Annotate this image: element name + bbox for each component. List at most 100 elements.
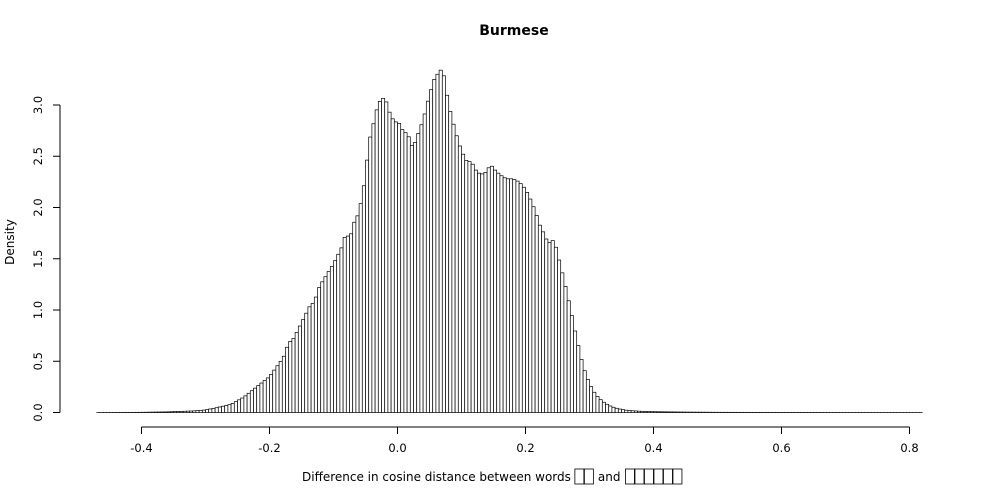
- histogram-bar: [265, 377, 270, 413]
- histogram-bar: [358, 203, 363, 413]
- histogram-bar: [669, 411, 674, 413]
- histogram-bar: [547, 242, 552, 413]
- histogram-bar: [166, 411, 171, 413]
- histogram-bar: [256, 385, 261, 413]
- histogram-bar: [345, 235, 350, 413]
- histogram-bar: [550, 240, 555, 413]
- histogram-bar: [541, 231, 546, 413]
- histogram-bar: [189, 410, 194, 413]
- histogram-bar: [355, 215, 360, 413]
- missing-glyph-box: [663, 468, 673, 485]
- histogram-bar: [416, 133, 421, 413]
- histogram-bar: [621, 409, 626, 413]
- histogram-bar: [569, 315, 574, 413]
- histogram-bar: [163, 411, 168, 413]
- x-tick-label: 0.6: [772, 441, 790, 455]
- histogram-bar: [483, 172, 488, 413]
- histogram-bar: [573, 330, 578, 413]
- x-axis: -0.4 -0.2 0.0 0.2 0.4 0.6 0.8: [130, 426, 919, 455]
- histogram-bar: [560, 272, 565, 413]
- histogram-bar: [400, 129, 405, 413]
- histogram-bar: [429, 89, 434, 413]
- missing-glyph-box: [644, 468, 654, 485]
- histogram-bar: [451, 123, 456, 413]
- histogram-bar: [576, 345, 581, 413]
- histogram-bar: [237, 399, 242, 413]
- histogram-bar: [457, 145, 462, 413]
- missing-glyph-box: [653, 468, 664, 485]
- histogram-bar: [301, 319, 306, 413]
- histogram-bar: [589, 386, 594, 413]
- histogram-bar: [201, 409, 206, 413]
- chart-title: Burmese: [479, 23, 548, 39]
- histogram-bar: [365, 159, 370, 413]
- histogram-bar: [464, 160, 469, 413]
- histogram-bar: [557, 259, 562, 413]
- histogram-bar: [272, 369, 277, 413]
- histogram-bar: [192, 410, 197, 413]
- histogram-bar: [493, 169, 498, 413]
- histogram-bar: [461, 153, 466, 413]
- histogram-bar: [323, 276, 328, 413]
- histogram-bar: [262, 380, 267, 413]
- histogram-bar: [477, 172, 482, 413]
- histogram-bar: [294, 332, 299, 413]
- y-tick-label: 1.0: [31, 301, 45, 319]
- histogram-bar: [381, 97, 386, 413]
- histogram-bar: [659, 411, 664, 413]
- histogram-bar: [515, 180, 520, 413]
- histogram-bar: [240, 397, 245, 413]
- histogram-bar: [195, 410, 200, 413]
- histogram-bar: [371, 123, 376, 413]
- histogram-bar: [326, 271, 331, 413]
- histogram-bar: [614, 407, 619, 413]
- missing-glyph-box: [574, 468, 585, 485]
- histogram-bar: [198, 409, 203, 413]
- histogram-bar: [611, 406, 616, 413]
- histogram-bar: [352, 221, 357, 413]
- histogram-bar: [489, 165, 494, 413]
- histogram-bar: [579, 359, 584, 413]
- histogram-bar: [169, 411, 174, 413]
- histogram-bar: [160, 411, 165, 413]
- histogram-bar: [281, 355, 286, 413]
- histogram-bar: [499, 175, 504, 413]
- histogram-bar: [496, 172, 501, 413]
- histogram-bar: [246, 392, 251, 413]
- histogram-bar: [448, 111, 453, 413]
- histogram-bar: [211, 407, 216, 413]
- histogram-bar: [249, 390, 254, 413]
- histogram-bar: [176, 411, 181, 413]
- histogram-bar: [601, 401, 606, 413]
- x-tick-label: -0.4: [130, 441, 152, 455]
- histogram-bar: [512, 179, 517, 413]
- histogram-bar: [336, 253, 341, 413]
- histogram-bar: [221, 405, 226, 413]
- histogram-bar: [598, 399, 603, 413]
- histogram-bar: [624, 409, 629, 413]
- histogram-bar: [329, 266, 334, 413]
- histogram-bar: [342, 237, 347, 413]
- histogram-bar: [406, 136, 411, 413]
- histogram-bar: [454, 135, 459, 413]
- histogram-bar: [361, 185, 366, 413]
- histogram-bar: [656, 411, 661, 413]
- histogram-bar: [608, 405, 613, 413]
- x-tick-label: 0.8: [900, 441, 918, 455]
- histogram-bar: [633, 410, 638, 413]
- missing-glyph-box: [625, 468, 635, 485]
- histogram-bar: [662, 411, 667, 413]
- histogram-bar: [182, 410, 187, 413]
- histogram-bar: [531, 206, 536, 413]
- histogram-bar: [525, 192, 530, 413]
- histogram-bar: [585, 379, 590, 413]
- missing-glyph-box: [634, 468, 645, 485]
- x-axis-label-text: Difference in cosine distance between wo…: [302, 470, 571, 484]
- histogram-bar: [403, 132, 408, 413]
- missing-glyph-box: [672, 468, 683, 485]
- x-axis-label: Difference in cosine distance between wo…: [302, 468, 683, 485]
- histogram-bars: [96, 69, 923, 413]
- histogram-bar: [393, 121, 398, 413]
- histogram-bar: [438, 69, 443, 413]
- histogram-bar: [537, 224, 542, 413]
